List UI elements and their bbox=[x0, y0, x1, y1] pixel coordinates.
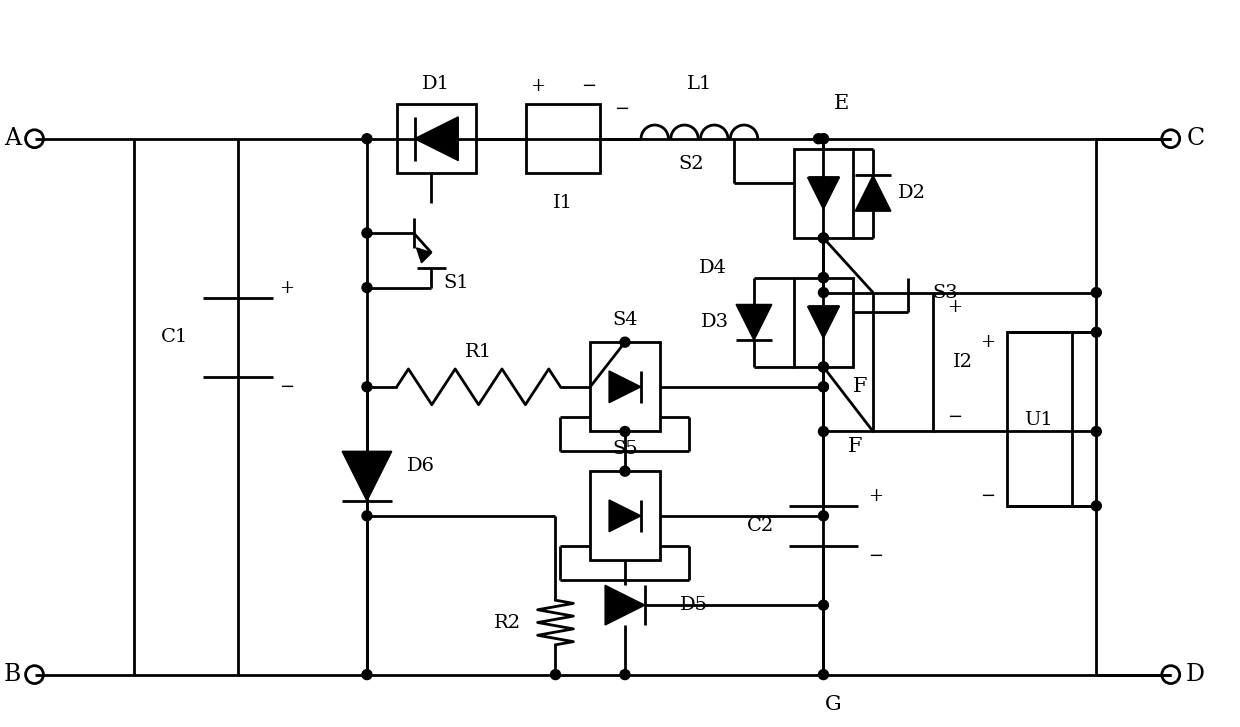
Text: −: − bbox=[980, 487, 996, 505]
Circle shape bbox=[818, 273, 828, 283]
Text: I2: I2 bbox=[952, 353, 972, 371]
Circle shape bbox=[818, 362, 828, 372]
Text: D4: D4 bbox=[699, 259, 728, 277]
Circle shape bbox=[362, 283, 372, 292]
Bar bbox=[1007, 332, 1071, 506]
Circle shape bbox=[818, 273, 828, 283]
Polygon shape bbox=[807, 307, 839, 338]
Circle shape bbox=[818, 382, 828, 392]
Bar bbox=[794, 148, 853, 238]
Text: −: − bbox=[615, 100, 630, 118]
Circle shape bbox=[620, 337, 630, 347]
Text: B: B bbox=[4, 663, 21, 686]
Text: D3: D3 bbox=[701, 313, 729, 332]
Text: S1: S1 bbox=[444, 273, 469, 292]
Text: +: + bbox=[868, 487, 883, 505]
Circle shape bbox=[818, 233, 828, 243]
Text: C: C bbox=[1187, 127, 1204, 150]
Text: S3: S3 bbox=[932, 284, 959, 302]
Circle shape bbox=[1091, 501, 1101, 511]
Circle shape bbox=[1091, 288, 1101, 297]
Circle shape bbox=[818, 670, 828, 680]
Circle shape bbox=[620, 670, 630, 680]
Text: F: F bbox=[848, 437, 863, 456]
Text: −: − bbox=[868, 547, 883, 565]
Circle shape bbox=[362, 134, 372, 144]
Text: D5: D5 bbox=[680, 596, 708, 614]
Text: +: + bbox=[280, 278, 295, 297]
Polygon shape bbox=[414, 117, 459, 161]
Bar bbox=[794, 278, 853, 367]
Text: G: G bbox=[825, 695, 842, 714]
Circle shape bbox=[1091, 427, 1101, 436]
Text: D6: D6 bbox=[407, 457, 435, 475]
Bar bbox=[590, 342, 660, 432]
Text: I1: I1 bbox=[553, 194, 573, 212]
Bar bbox=[590, 471, 660, 561]
Circle shape bbox=[818, 134, 828, 144]
Text: +: + bbox=[947, 298, 962, 316]
Text: −: − bbox=[280, 378, 295, 395]
Text: −: − bbox=[947, 408, 962, 425]
Circle shape bbox=[1091, 327, 1101, 337]
Text: C1: C1 bbox=[161, 328, 188, 346]
Circle shape bbox=[818, 511, 828, 521]
Polygon shape bbox=[807, 177, 839, 209]
Text: A: A bbox=[4, 127, 21, 150]
Polygon shape bbox=[605, 585, 645, 625]
Circle shape bbox=[818, 233, 828, 243]
Text: S4: S4 bbox=[613, 311, 637, 329]
Circle shape bbox=[813, 134, 823, 144]
Circle shape bbox=[818, 382, 828, 392]
Circle shape bbox=[818, 601, 828, 610]
Polygon shape bbox=[609, 500, 641, 531]
Polygon shape bbox=[609, 371, 641, 403]
Text: C2: C2 bbox=[746, 517, 774, 535]
Bar bbox=[397, 104, 476, 174]
Text: +: + bbox=[980, 333, 996, 351]
Polygon shape bbox=[737, 305, 771, 340]
Bar bbox=[526, 104, 600, 174]
Bar bbox=[873, 292, 932, 432]
Circle shape bbox=[818, 288, 828, 297]
Circle shape bbox=[362, 511, 372, 521]
Circle shape bbox=[362, 382, 372, 392]
Text: D: D bbox=[1187, 663, 1205, 686]
Text: F: F bbox=[853, 377, 868, 396]
Circle shape bbox=[818, 134, 828, 144]
Text: S2: S2 bbox=[678, 155, 704, 172]
Polygon shape bbox=[856, 175, 890, 211]
Text: −: − bbox=[580, 77, 595, 95]
Text: R1: R1 bbox=[465, 343, 491, 361]
Circle shape bbox=[362, 670, 372, 680]
Circle shape bbox=[818, 362, 828, 372]
Text: +: + bbox=[531, 77, 546, 95]
Text: S5: S5 bbox=[613, 441, 637, 458]
Text: E: E bbox=[833, 95, 848, 113]
Circle shape bbox=[362, 228, 372, 238]
Text: D1: D1 bbox=[423, 75, 450, 93]
Polygon shape bbox=[342, 451, 392, 501]
Circle shape bbox=[818, 427, 828, 436]
Text: R2: R2 bbox=[494, 614, 521, 632]
Text: U1: U1 bbox=[1024, 411, 1053, 429]
Polygon shape bbox=[417, 248, 432, 262]
Text: D2: D2 bbox=[898, 185, 926, 202]
Circle shape bbox=[620, 427, 630, 436]
Circle shape bbox=[551, 670, 560, 680]
Circle shape bbox=[620, 466, 630, 476]
Text: L1: L1 bbox=[687, 75, 712, 93]
